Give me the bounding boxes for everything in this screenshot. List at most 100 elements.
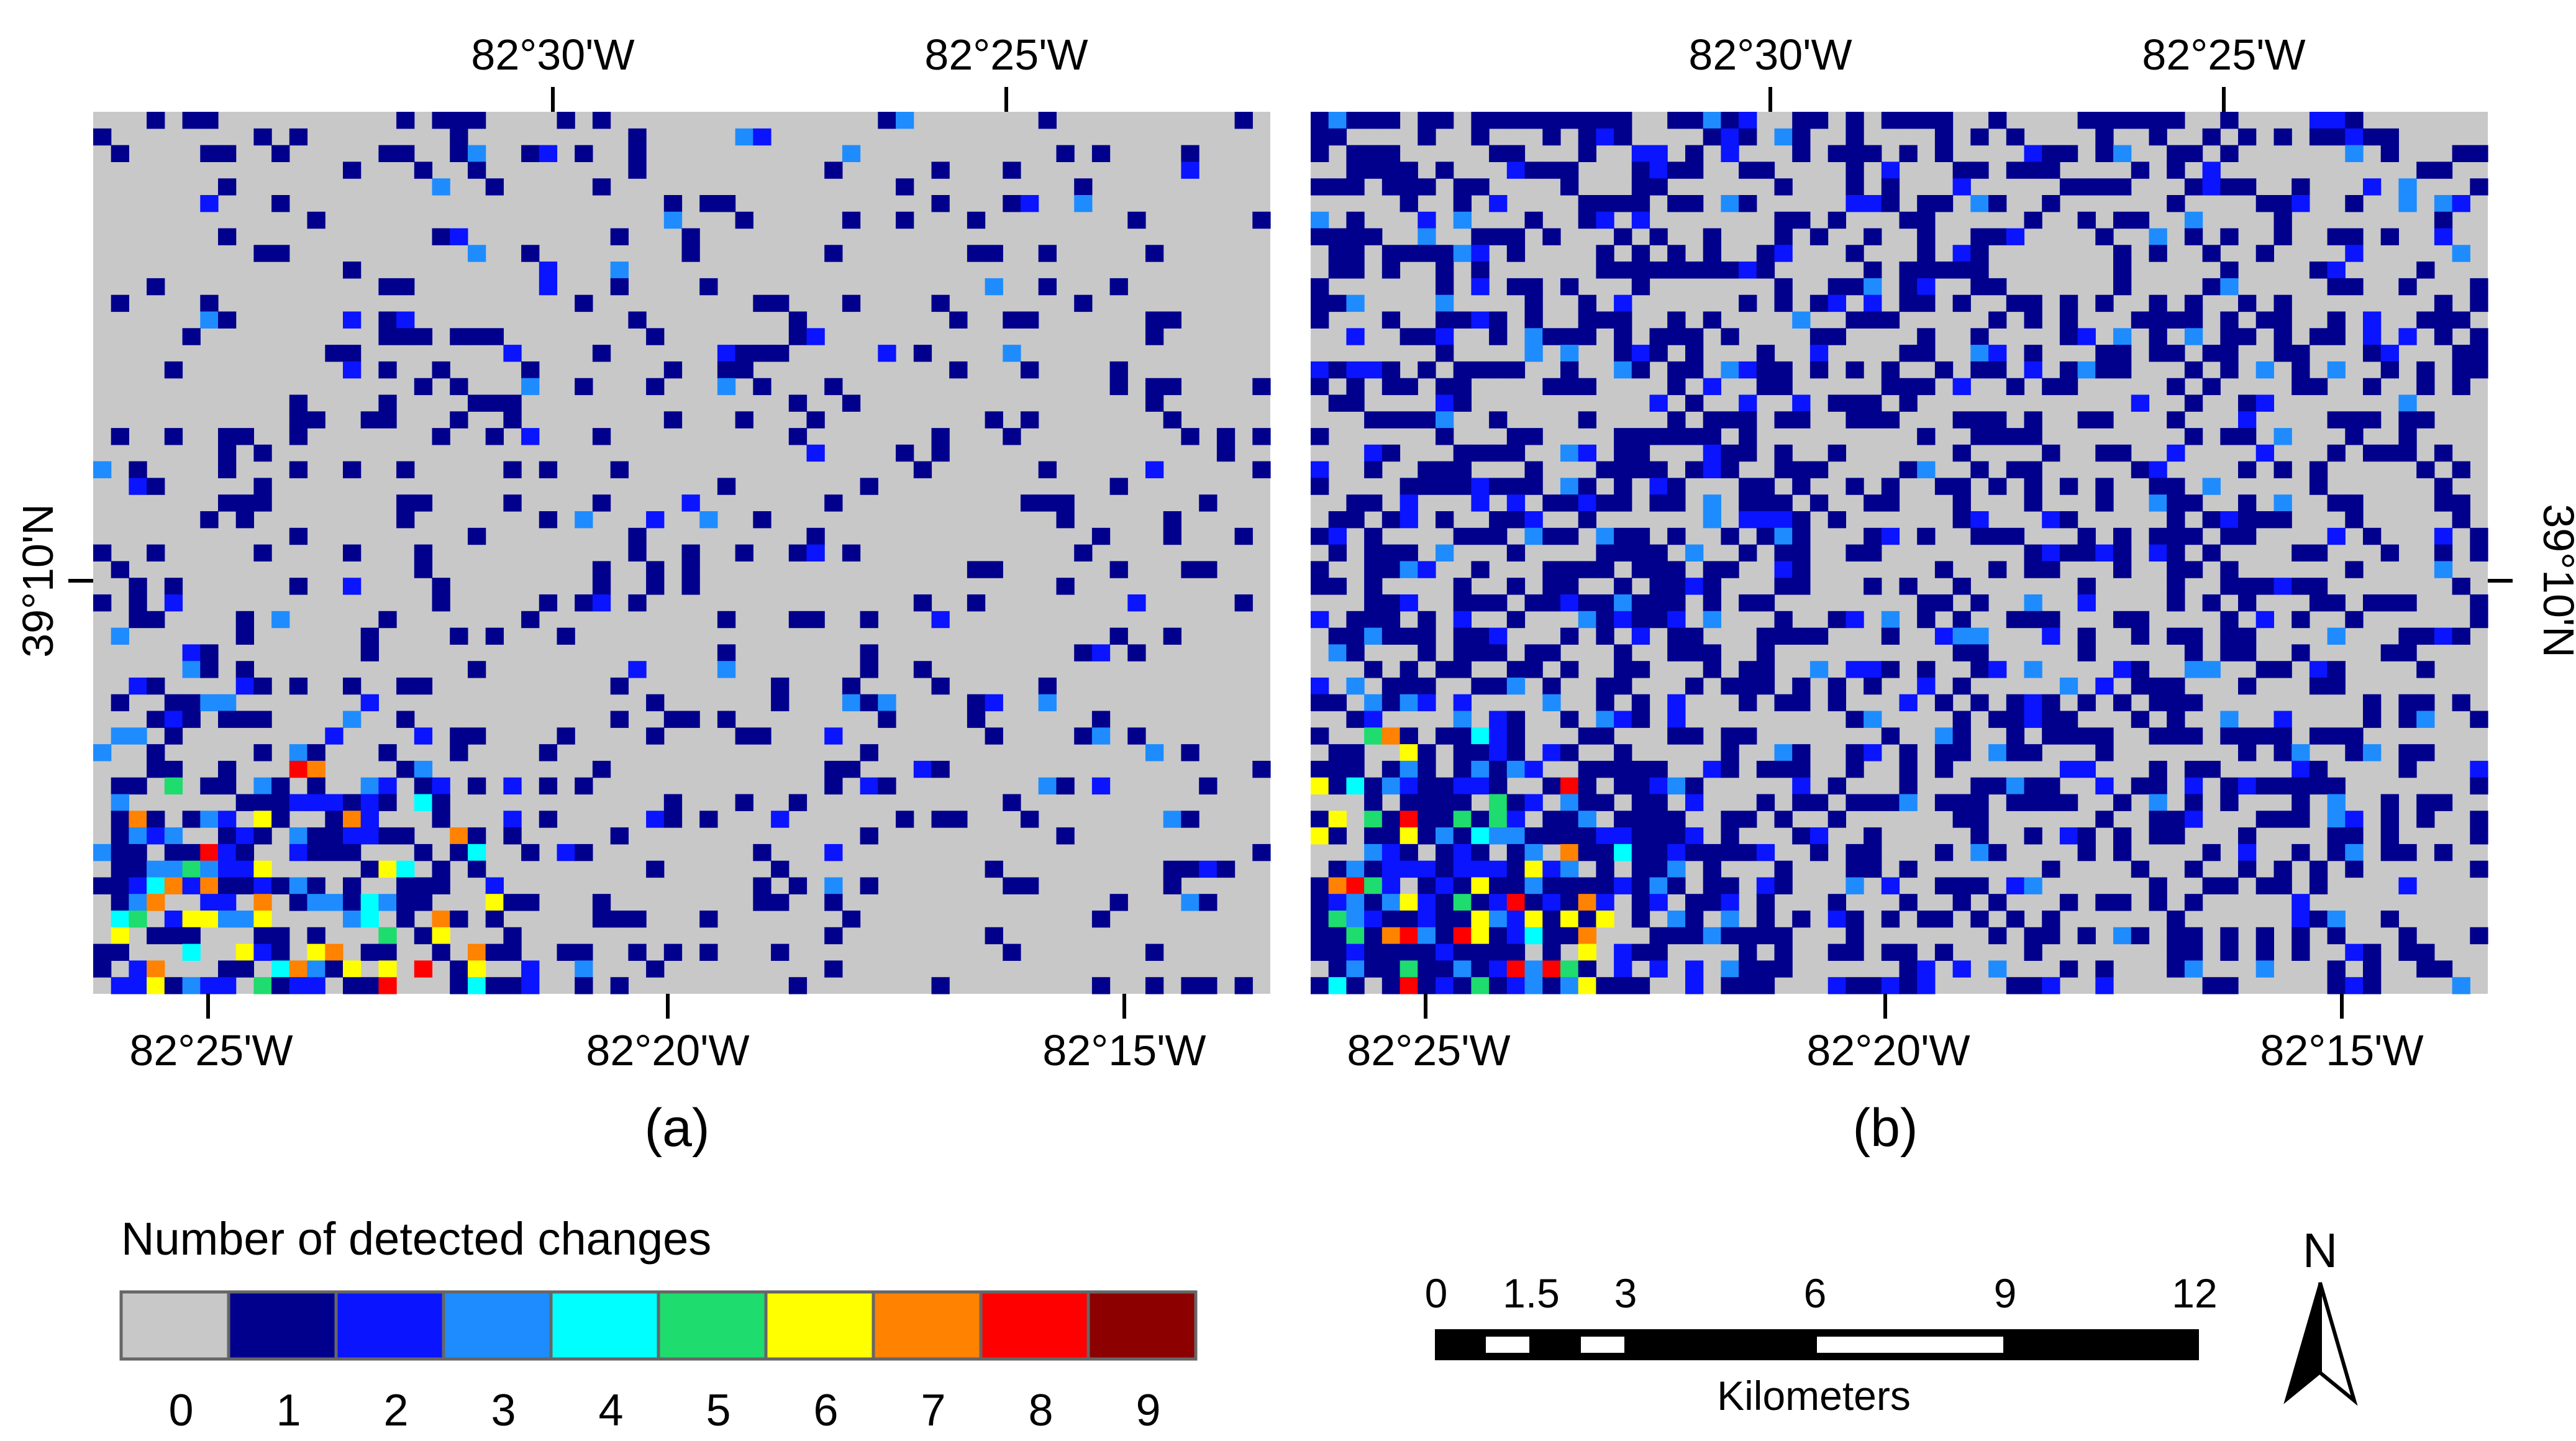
raster-cell — [307, 211, 325, 229]
raster-cell — [539, 145, 558, 162]
raster-cell — [1631, 860, 1650, 878]
raster-cell — [1721, 195, 1739, 212]
raster-cell — [1703, 611, 1721, 629]
raster-cell — [1756, 494, 1775, 512]
raster-cell — [2345, 943, 2364, 961]
raster-cell — [1631, 894, 1650, 911]
raster-cell — [2202, 544, 2221, 561]
raster-cell — [1756, 894, 1775, 911]
raster-cell — [1685, 361, 1704, 379]
raster-cell — [307, 927, 325, 945]
map-panel-b: 82°30'W 82°25'W 82°25'W 82°20'W 82°15'W … — [1311, 30, 2576, 1158]
raster-cell — [2167, 311, 2185, 329]
raster-cell — [2345, 977, 2364, 994]
raster-cell — [1436, 245, 1454, 262]
raster-cell — [235, 711, 254, 728]
raster-cell — [468, 245, 486, 262]
raster-cell — [2434, 195, 2453, 212]
raster-cell — [1846, 711, 1864, 728]
raster-cell — [1364, 727, 1383, 745]
raster-cell — [1252, 843, 1271, 861]
raster-cell — [2363, 328, 2382, 345]
raster-cell — [663, 794, 683, 811]
raster-cell — [2059, 328, 2078, 345]
raster-cell — [860, 777, 878, 795]
raster-cell — [1328, 578, 1347, 595]
raster-cell — [111, 927, 129, 945]
raster-cell — [2292, 178, 2310, 196]
raster-cell — [1471, 960, 1490, 978]
raster-cell — [182, 911, 201, 928]
raster-cell — [485, 627, 504, 645]
raster-cell — [1471, 178, 1490, 196]
raster-cell — [2184, 811, 2203, 828]
raster-cell — [1542, 827, 1561, 845]
raster-cell — [1631, 661, 1650, 678]
raster-cell — [1864, 311, 1882, 329]
raster-cell — [967, 561, 986, 578]
raster-cell — [2024, 943, 2042, 961]
raster-cell — [575, 977, 593, 994]
raster-cell — [200, 195, 219, 212]
raster-cell — [289, 578, 308, 595]
raster-cell — [1381, 311, 1401, 329]
legend-swatch-0 — [119, 1290, 230, 1361]
raster-cell — [200, 311, 219, 329]
raster-cell — [253, 811, 272, 828]
raster-cell — [699, 811, 718, 828]
raster-cell — [218, 777, 237, 795]
raster-cell — [1489, 627, 1508, 645]
raster-cell — [1917, 977, 1936, 994]
raster-cell — [1181, 811, 1199, 828]
bottom-label-a-3: 82°15'W — [1042, 1026, 1206, 1075]
raster-cell — [2273, 877, 2292, 894]
raster-cell — [1667, 411, 1686, 429]
raster-cell — [147, 877, 165, 894]
raster-cell — [1578, 827, 1596, 845]
raster-cell — [1163, 527, 1181, 545]
raster-cell — [1988, 228, 2007, 245]
raster-cell — [1091, 644, 1111, 661]
raster-cell — [896, 178, 914, 196]
raster-cell — [1631, 561, 1650, 578]
raster-cell — [1703, 860, 1721, 878]
raster-cell — [1453, 661, 1472, 678]
raster-cell — [1649, 428, 1668, 445]
raster-cell — [1809, 627, 1829, 645]
raster-cell — [1578, 777, 1596, 795]
raster-cell — [182, 860, 201, 878]
raster-cell — [1899, 777, 1918, 795]
raster-cell — [2202, 511, 2221, 529]
raster-cell — [271, 794, 290, 811]
raster-cell — [1311, 228, 1329, 245]
raster-cell — [2345, 561, 2364, 578]
raster-cell — [1685, 461, 1704, 478]
raster-cell — [1988, 195, 2007, 212]
raster-cell — [1988, 711, 2007, 728]
raster-cell — [1145, 311, 1164, 329]
raster-cell — [931, 428, 950, 445]
raster-cell — [1917, 527, 1936, 545]
raster-cell — [1418, 228, 1436, 245]
raster-cell — [1311, 178, 1329, 196]
raster-cell — [1489, 411, 1508, 429]
raster-cell — [253, 494, 272, 512]
raster-cell — [2238, 727, 2257, 745]
raster-cell — [1988, 777, 2007, 795]
raster-cell — [1471, 112, 1490, 129]
raster-cell — [2167, 811, 2185, 828]
raster-cell — [1774, 511, 1793, 529]
raster-cell — [1364, 494, 1383, 512]
raster-cell — [1311, 428, 1329, 445]
raster-cell — [1542, 594, 1561, 612]
raster-cell — [1542, 694, 1561, 712]
raster-cell — [2273, 860, 2292, 878]
raster-cell — [1721, 877, 1739, 894]
raster-cell — [2416, 711, 2435, 728]
raster-cell — [1685, 261, 1704, 279]
raster-cell — [521, 611, 540, 629]
raster-cell — [396, 328, 415, 345]
raster-cell — [343, 911, 362, 928]
raster-cell — [1596, 760, 1614, 778]
raster-cell — [913, 461, 932, 478]
